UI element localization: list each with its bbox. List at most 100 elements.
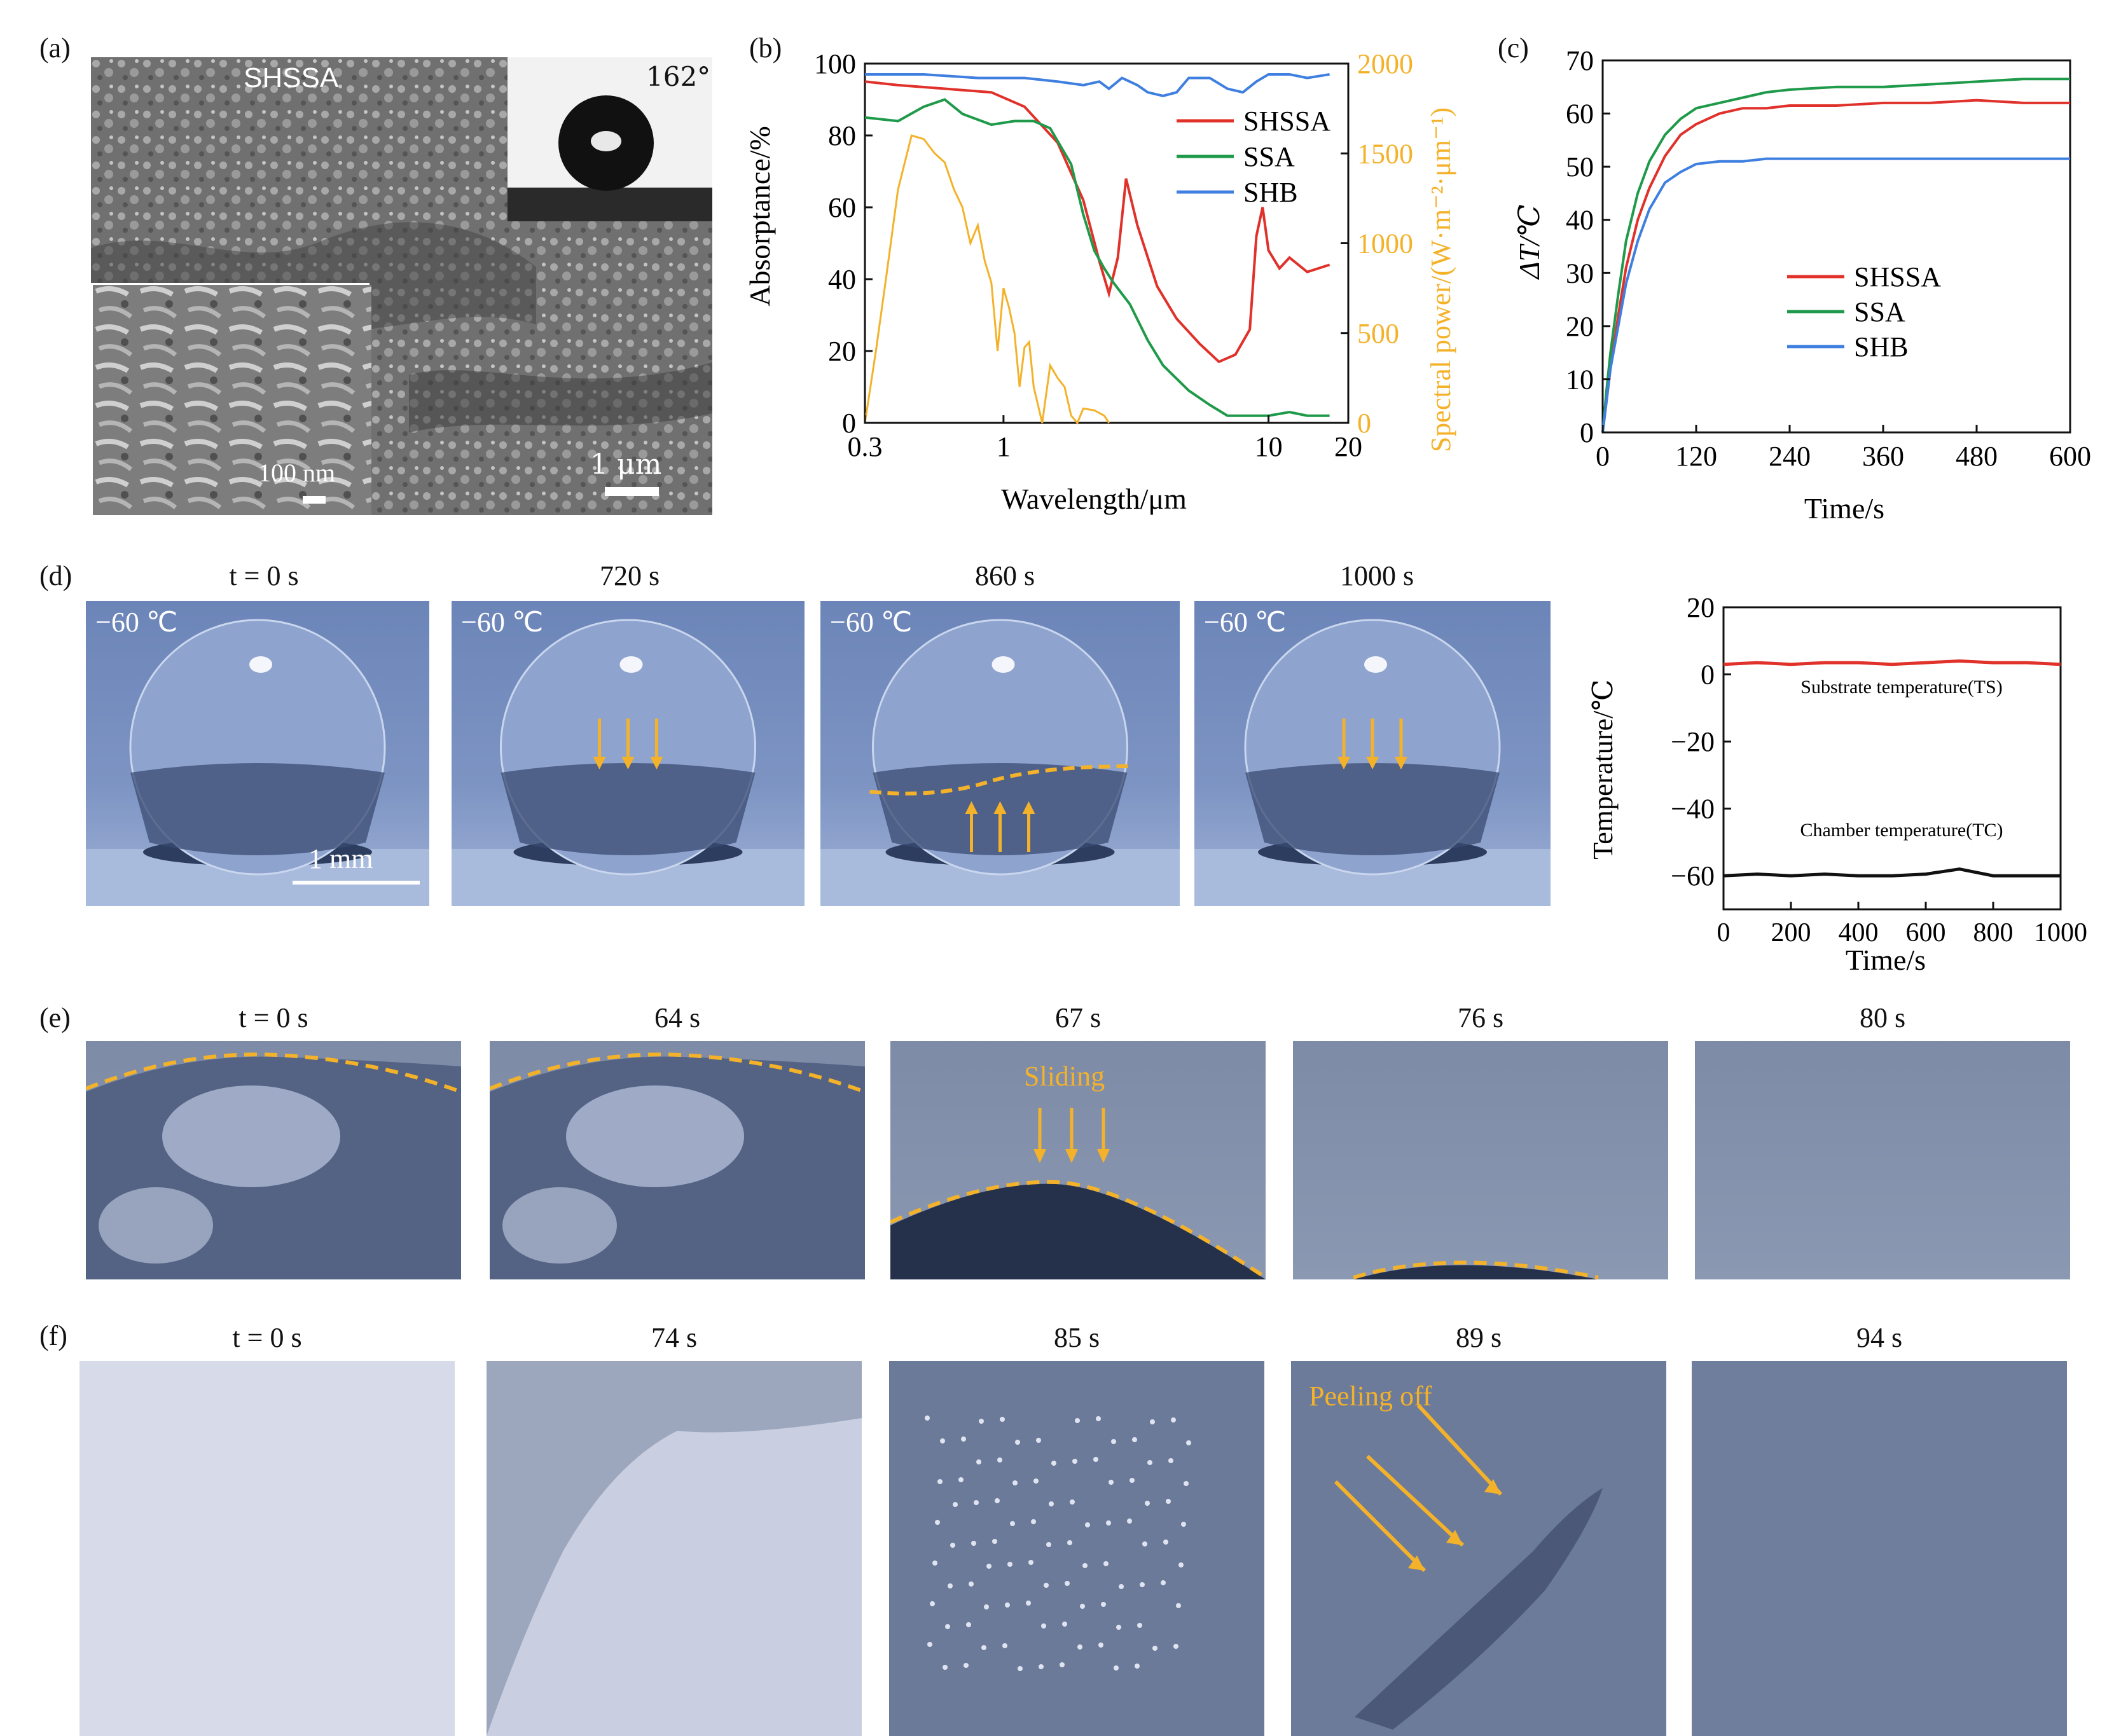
d-caption-2: 860 s: [974, 560, 1035, 591]
c-plot-frame: [1601, 59, 2071, 434]
d-ytick-label: −20: [1671, 726, 1715, 757]
c-ytick-label: 30: [1566, 258, 1594, 289]
b-ytick-label: 20: [828, 336, 856, 367]
d-ytick-label: 20: [1687, 592, 1715, 623]
b-series-shssa: [864, 80, 1330, 364]
c-series-ssa: [1601, 78, 2070, 433]
d-ytick-label: 0: [1701, 659, 1715, 691]
c-xtick-label: 240: [1769, 441, 1811, 472]
droplet-photo-1: −60 ℃: [452, 601, 805, 906]
frost-photo-1: [487, 1361, 862, 1736]
main-scale-bar: [605, 487, 659, 496]
ice-photo-0: [86, 1041, 461, 1279]
e-caption-3: 76 s: [1457, 1002, 1504, 1033]
d-xtick-label: 0: [1717, 918, 1731, 947]
b-ytick-label: 0: [842, 408, 856, 439]
c-ylabel: ΔT/℃: [1513, 205, 1545, 280]
d-plot-frame: [1722, 606, 2062, 911]
ice-photo-4: [1695, 1041, 2070, 1279]
c-ytick-label: 0: [1580, 417, 1594, 448]
d-series-chamber: [1723, 867, 2061, 878]
c-ytick-label: 40: [1566, 205, 1594, 236]
b-y2label: Spectral power/(W·m⁻²·μm⁻¹): [1425, 107, 1456, 452]
b-ytick-label: 80: [828, 120, 856, 151]
sliding-label: Sliding: [1024, 1061, 1105, 1092]
b-xtick-label: 20: [1334, 431, 1362, 462]
contact-angle-label: 162°: [646, 61, 711, 92]
d-series-substrate: [1723, 659, 2061, 666]
sem-inset: 100 nm: [91, 283, 371, 515]
b-ytick-label: 40: [828, 264, 856, 295]
diagonal-arrow-icon: [1365, 1454, 1465, 1547]
droplet-scale-label: 1 mm: [308, 843, 373, 874]
frost-photo-0: [79, 1361, 455, 1736]
c-xtick-label: 0: [1596, 441, 1610, 472]
b-y2tick-label: 0: [1357, 408, 1371, 439]
f-caption-2: 85 s: [1053, 1322, 1100, 1353]
b-xtick-label: 10: [1255, 431, 1283, 462]
b-legend-label: SSA: [1243, 141, 1295, 172]
ice-photo-3: [1293, 1041, 1668, 1279]
d-annot-substrate: Substrate temperature(TS): [1800, 677, 2002, 698]
c-xtick-label: 600: [2049, 441, 2091, 472]
f-caption-3: 89 s: [1455, 1322, 1502, 1353]
c-xtick-label: 360: [1862, 441, 1904, 472]
b-legend-label: SHSSA: [1243, 106, 1330, 137]
d-xtick-label: 200: [1771, 918, 1811, 947]
freezing-front-line: [869, 764, 1131, 796]
e-caption-2: 67 s: [1054, 1002, 1102, 1033]
b-series-ssa: [864, 98, 1330, 417]
e-caption-1: 64 s: [654, 1002, 701, 1033]
b-ytick-label: 100: [814, 48, 856, 79]
b-series-solar: [864, 134, 1110, 425]
c-ytick-label: 20: [1566, 311, 1594, 342]
droplet-temp-label: −60 ℃: [95, 607, 178, 638]
f-caption-4: 94 s: [1856, 1322, 1903, 1353]
chart-delta-t: 0 10 20 30 40 50 60 70 0 120 240 360 480 600 Time/s Δ…: [1513, 45, 2091, 525]
d-ytick-label: −40: [1671, 794, 1715, 825]
droplet-temp-label: −60 ℃: [1204, 607, 1287, 638]
c-legend-label: SSA: [1854, 296, 1905, 327]
b-ytick-label: 60: [828, 192, 856, 223]
sem-image: 100 nm 162° SHSSA 1 μm: [91, 57, 712, 515]
c-xtick-label: 120: [1675, 441, 1717, 472]
droplet-photo-0: −60 ℃ 1 mm: [86, 601, 429, 906]
panel-label-f: (f): [39, 1320, 67, 1351]
c-xlabel: Time/s: [1804, 492, 1884, 525]
droplet-temp-label: −60 ℃: [830, 607, 913, 638]
d-annot-chamber: Chamber temperature(TC): [1800, 820, 2003, 841]
d-caption-0: t = 0 s: [229, 560, 299, 591]
b-ylabel: Absorptance/%: [743, 126, 776, 307]
e-caption-0: t = 0 s: [238, 1002, 308, 1033]
d-xlabel: Time/s: [1846, 944, 1926, 976]
b-xtick-label: 0.3: [848, 431, 883, 462]
b-y2tick-label: 1500: [1357, 138, 1413, 169]
d-ytick-label: −60: [1671, 860, 1715, 892]
d-xtick-label: 600: [1906, 918, 1946, 947]
panel-label-a: (a): [39, 32, 71, 64]
d-xtick-label: 800: [1973, 918, 2014, 947]
b-y2tick-label: 2000: [1357, 48, 1413, 79]
contact-angle-inset: 162°: [508, 57, 712, 221]
inset-scale-label: 100 nm: [258, 458, 336, 487]
e-caption-4: 80 s: [1859, 1002, 1906, 1033]
c-ytick-label: 10: [1566, 364, 1594, 395]
d-xtick-label: 1000: [2034, 918, 2087, 947]
c-series-shb: [1601, 157, 2070, 433]
c-series-shssa: [1601, 99, 2070, 433]
c-legend-label: SHSSA: [1854, 261, 1941, 293]
chart-temperature: 200−20−40−600 200 400 600 800 1000 Time/s Tem…: [1587, 592, 2087, 976]
droplet-photo-3: −60 ℃: [1194, 601, 1551, 906]
ice-photo-2: Sliding: [890, 1041, 1266, 1279]
droplet-scale-bar: [293, 881, 420, 885]
d-caption-3: 1000 s: [1339, 560, 1414, 591]
d-caption-1: 720 s: [599, 560, 660, 591]
droplet-photo-2: −60 ℃: [820, 601, 1180, 906]
diagonal-arrow-icon: [1334, 1480, 1427, 1573]
panel-label-d: (d): [39, 560, 73, 591]
b-y2tick-label: 1000: [1357, 228, 1413, 259]
frost-photo-4: [1692, 1361, 2067, 1736]
c-ytick-label: 70: [1566, 45, 1594, 76]
panel-label-b: (b): [749, 32, 782, 64]
